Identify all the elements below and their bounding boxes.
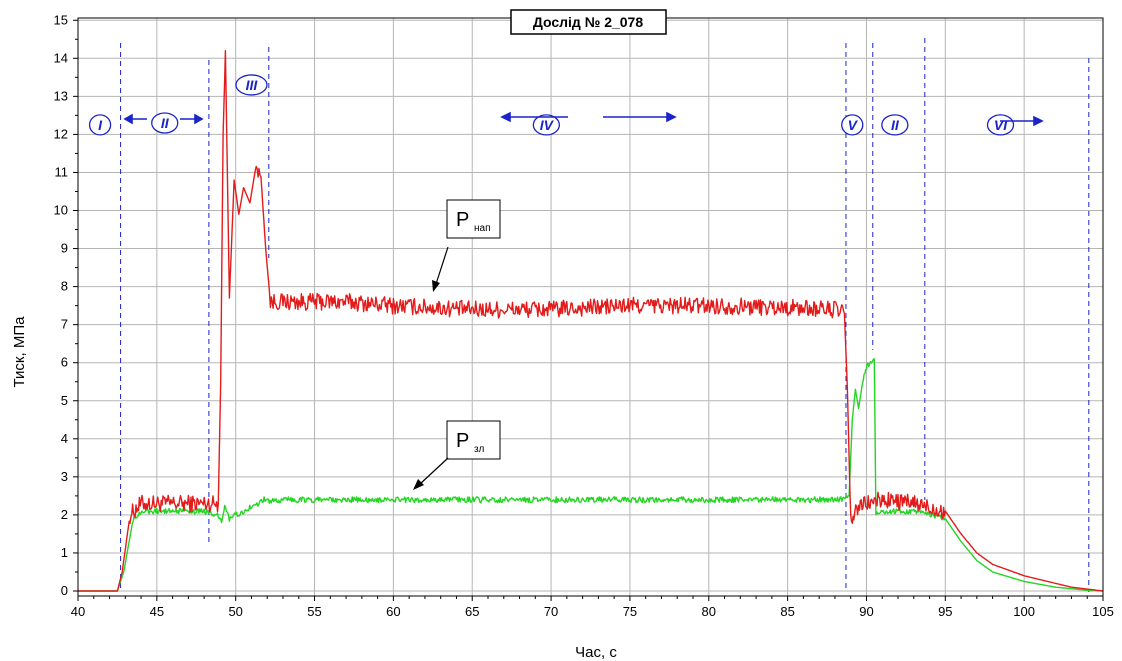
annotation-p-zl: P зл xyxy=(413,420,501,490)
phase-marker-oval xyxy=(986,114,1015,136)
annotation-p-zl-sub: зл xyxy=(474,444,484,455)
phase-marker-oval xyxy=(235,74,268,96)
y-tick-label: 2 xyxy=(61,507,68,522)
annotation-p-nap: P нап xyxy=(432,199,501,292)
y-tick-label: 8 xyxy=(61,279,68,294)
arrow-ii-left-head xyxy=(123,113,133,125)
y-tick-label: 4 xyxy=(61,431,68,446)
annotation-p-nap-label: P xyxy=(456,209,469,231)
phase-marker-label: I xyxy=(98,117,103,133)
x-tick-label: 95 xyxy=(938,604,952,619)
y-tick-label: 7 xyxy=(61,317,68,332)
x-tick-label: 70 xyxy=(544,604,558,619)
arrow-ii-right-head xyxy=(194,113,204,125)
y-tick-label: 13 xyxy=(54,88,68,103)
x-tick-label: 105 xyxy=(1092,604,1114,619)
x-axis: 40 45 50 55 60 65 70 75 80 85 90 95 100 105 xyxy=(71,596,1114,619)
y-axis-label: Тиск, МПа xyxy=(11,316,28,388)
phase-marker-oval xyxy=(88,114,112,136)
series-line-p-zl xyxy=(78,358,1103,592)
y-tick-label: 15 xyxy=(54,12,68,27)
y-tick-label: 6 xyxy=(61,355,68,370)
y-tick-label: 12 xyxy=(54,126,68,141)
arrow-vi-right-head xyxy=(1033,115,1044,127)
annotation-p-zl-label: P xyxy=(456,430,469,452)
x-tick-label: 85 xyxy=(780,604,794,619)
phase-marker-oval xyxy=(841,114,864,136)
x-tick-label: 65 xyxy=(465,604,479,619)
annotation-p-zl-arrowhead xyxy=(413,479,424,490)
x-tick-label: 45 xyxy=(150,604,164,619)
phase-marker-oval xyxy=(532,114,560,136)
phase-marker-label: IV xyxy=(540,117,555,133)
x-tick-label: 100 xyxy=(1013,604,1035,619)
x-axis-label: Час, с xyxy=(575,644,617,661)
annotation-p-nap-sub: нап xyxy=(474,223,491,234)
x-tick-label: 80 xyxy=(702,604,716,619)
series-layer xyxy=(78,50,1104,592)
y-tick-label: 10 xyxy=(54,203,68,218)
phase-marker-label: V xyxy=(848,117,859,133)
phase-arrows xyxy=(123,111,1044,127)
annotation-p-zl-arrow xyxy=(419,457,449,485)
arrow-iv-left-head xyxy=(500,111,511,123)
phase-marker-label: II xyxy=(161,115,170,131)
phase-marker-label: II xyxy=(891,117,900,133)
x-tick-label: 40 xyxy=(71,604,85,619)
annotation-p-nap-arrow xyxy=(435,246,449,285)
x-tick-label: 90 xyxy=(859,604,873,619)
arrow-iv-right-head xyxy=(666,111,677,123)
series-line-p-nap xyxy=(78,50,1104,592)
x-tick-label: 55 xyxy=(307,604,321,619)
phase-marker-oval xyxy=(151,112,179,134)
y-tick-label: 1 xyxy=(61,545,68,560)
y-tick-label: 3 xyxy=(61,469,68,484)
annotation-p-zl-box xyxy=(446,420,501,460)
chart-title: Дослід № 2_078 xyxy=(533,14,643,30)
y-tick-label: 14 xyxy=(54,50,68,65)
y-tick-label: 9 xyxy=(61,241,68,256)
phase-marker-label: III xyxy=(246,77,259,93)
phase-marker-oval xyxy=(881,114,909,136)
y-tick-label: 11 xyxy=(55,164,69,179)
chart-title-box: Дослід № 2_078 xyxy=(510,9,667,35)
x-tick-label: 50 xyxy=(228,604,242,619)
phase-marker-label: VI xyxy=(994,117,1008,133)
x-tick-label: 75 xyxy=(623,604,637,619)
annotation-p-nap-box xyxy=(446,199,501,239)
phase-lines xyxy=(120,38,1090,592)
y-tick-label: 0 xyxy=(61,583,68,598)
annotation-p-nap-arrowhead xyxy=(432,280,440,292)
x-tick-label: 60 xyxy=(386,604,400,619)
title-frame xyxy=(510,9,667,35)
y-tick-label: 5 xyxy=(61,393,68,408)
